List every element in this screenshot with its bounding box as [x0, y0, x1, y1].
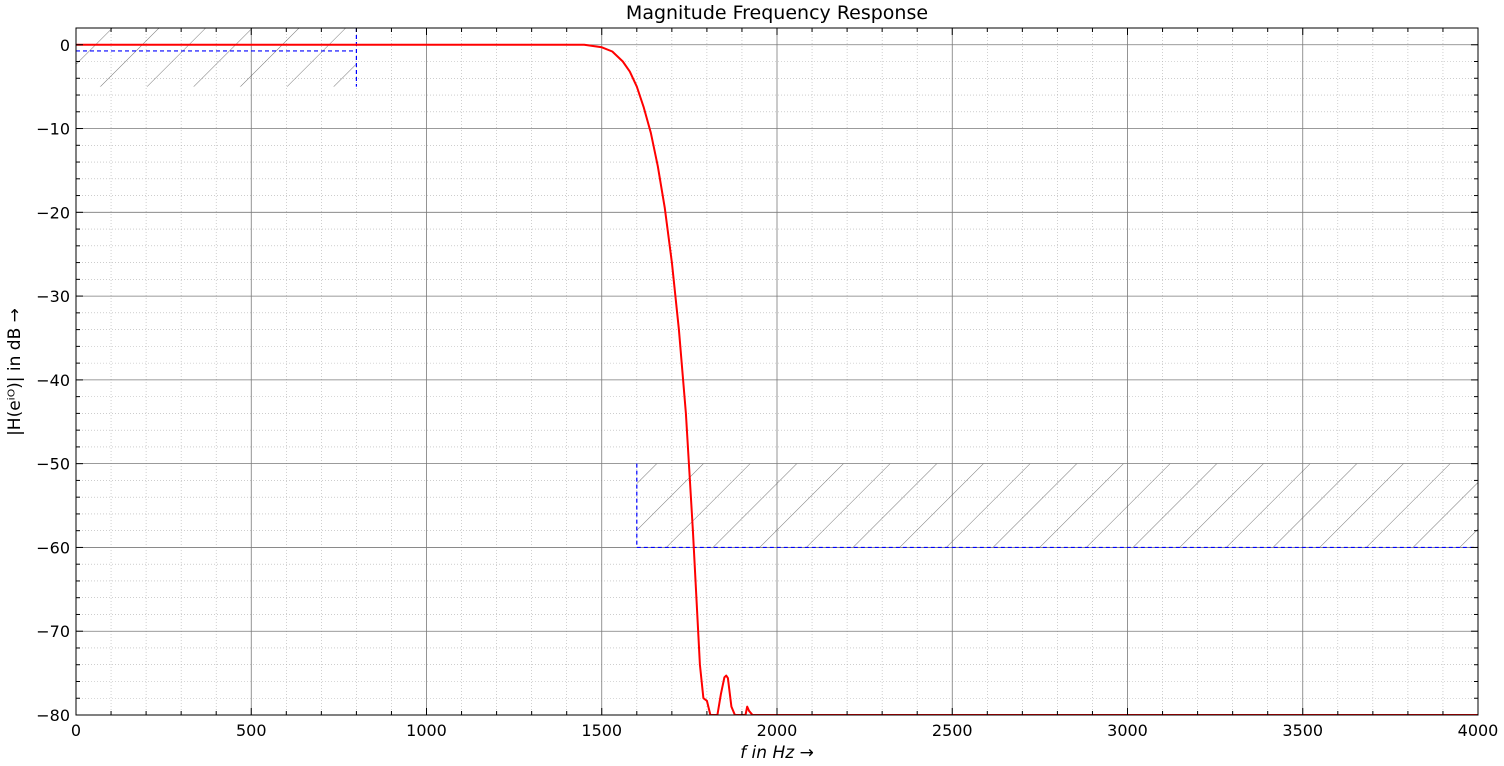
y-tick-label: −30 — [36, 287, 70, 306]
y-tick-label: −70 — [36, 622, 70, 641]
x-axis-label: f in Hz → — [740, 743, 814, 763]
x-tick-label: 3000 — [1107, 721, 1148, 740]
x-tick-label: 2500 — [932, 721, 973, 740]
y-tick-label: −40 — [36, 371, 70, 390]
x-tick-label: 2000 — [757, 721, 798, 740]
y-tick-label: −50 — [36, 455, 70, 474]
series-layer — [76, 43, 1478, 715]
x-tick-labels: 0 500 1000 1500 2000 2500 3000 3500 4000 — [71, 721, 1498, 740]
stopband-hatch — [636, 463, 1478, 548]
y-tick-label: −20 — [36, 203, 70, 222]
x-tick-label: 3500 — [1282, 721, 1323, 740]
tolerance-scheme — [76, 28, 1478, 549]
x-tick-label: 1500 — [581, 721, 622, 740]
x-tick-label: 0 — [71, 721, 81, 740]
y-tick-label: 0 — [60, 36, 70, 55]
y-tick-labels: 0 −10 −20 −30 −40 −50 −60 −70 −80 — [36, 36, 70, 725]
y-tick-label: −80 — [36, 706, 70, 725]
minor-grid — [76, 28, 1478, 715]
magnitude-response-line — [76, 43, 1478, 715]
chart-title: Magnitude Frequency Response — [626, 2, 928, 24]
x-tick-label: 1000 — [406, 721, 447, 740]
x-tick-label: 500 — [236, 721, 267, 740]
y-tick-label: −60 — [36, 538, 70, 557]
x-tick-label: 4000 — [1458, 721, 1499, 740]
major-grid — [75, 28, 1479, 716]
axis-ticks — [75, 28, 1479, 716]
passband-hatch — [76, 28, 357, 87]
y-axis-label: |H(eⁱᴼ)| in dB → — [5, 308, 25, 436]
y-tick-label: −10 — [36, 120, 70, 139]
